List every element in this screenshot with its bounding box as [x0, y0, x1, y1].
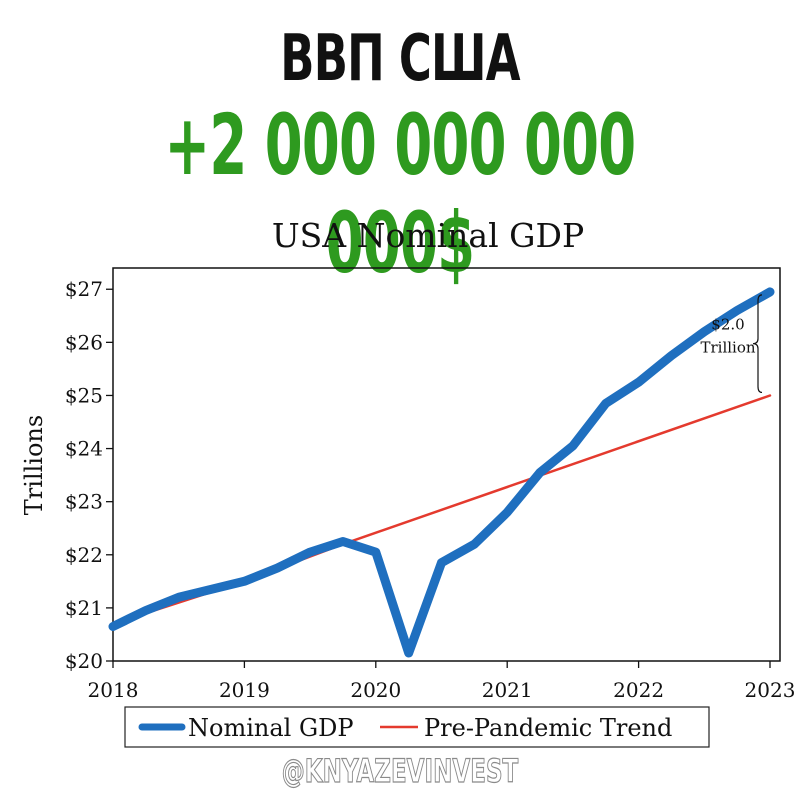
y-tick-label: $20 [65, 649, 103, 673]
y-axis-label: Trillions [20, 415, 48, 515]
x-tick-label: 2020 [350, 678, 401, 702]
annotation-label: $2.0 [711, 316, 744, 334]
y-tick-label: $22 [65, 543, 103, 567]
y-tick-label: $24 [65, 437, 103, 461]
gap-annotation: $2.0 Trillion [700, 294, 763, 394]
x-tick-label: 2022 [613, 678, 664, 702]
x-tick-label: 2019 [219, 678, 270, 702]
y-tick-label: $23 [65, 490, 103, 514]
x-tick-label: 2018 [88, 678, 139, 702]
legend: Nominal GDP Pre-Pandemic Trend [124, 706, 710, 748]
chart-title: USA Nominal GDP [272, 216, 584, 255]
headline-title: ВВП США [280, 22, 520, 96]
headline-amount: +2 000 000 000 000$ [112, 96, 688, 292]
watermark-handle: @KNYAZEVINVEST [281, 751, 519, 790]
y-axis-ticks: $20 $21 $22 $23 $24 $25 $26 $27 [65, 277, 113, 673]
y-tick-label: $27 [65, 277, 103, 301]
plot-frame [112, 267, 781, 662]
series-layer [108, 287, 775, 658]
headline-plus: + [164, 96, 211, 194]
legend-label-nominal-gdp: Nominal GDP [188, 714, 354, 742]
annotation-brace [752, 294, 763, 394]
legend-label-pre-pandemic-trend: Pre-Pandemic Trend [424, 714, 672, 742]
headline-number: 2 000 000 000 000$ [209, 96, 636, 292]
x-axis-ticks: 2018 2019 2020 2021 2022 2023 [88, 661, 796, 702]
y-tick-label: $21 [65, 596, 103, 620]
y-tick-label: $26 [65, 330, 103, 354]
annotation-label: Trillion [700, 339, 755, 357]
x-tick-label: 2021 [482, 678, 533, 702]
series-line-nominal-gdp [108, 287, 775, 658]
y-tick-label: $25 [65, 383, 103, 407]
x-tick-label: 2023 [745, 678, 796, 702]
gdp-chart: USA Nominal GDP Trillions $20$21$22$23$2… [20, 216, 796, 748]
